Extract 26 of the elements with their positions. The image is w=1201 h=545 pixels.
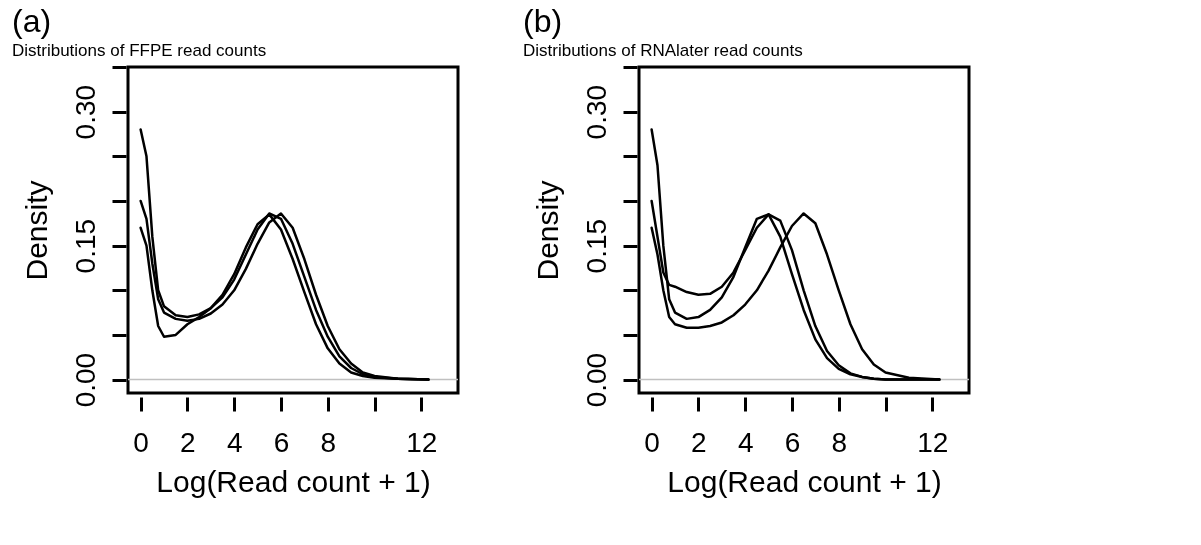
y-axis-title: Density [530,180,564,281]
x-tick-label: 2 [691,426,707,458]
x-tick-label: 4 [737,426,754,458]
y-tick-label: 0.15 [580,218,612,274]
x-axis-title: Log(Read count + 1) [156,464,431,498]
x-tick-label: 8 [320,426,337,458]
chart-subtitle: Distributions of RNAlater read counts [523,40,803,60]
chart-title: (a) [12,2,52,39]
x-tick-label: 8 [831,426,848,458]
y-axis-title: Density [19,180,53,281]
x-tick-label: 4 [226,426,243,458]
x-tick-label: 0 [644,426,660,458]
y-tick-label: 0.00 [580,352,612,408]
x-tick-label: 12 [917,426,949,458]
y-tick-label: 0.30 [69,84,101,140]
x-axis-title: Log(Read count + 1) [667,464,942,498]
x-tick-label: 6 [273,426,290,458]
x-tick-label: 6 [784,426,801,458]
chart-subtitle: Distributions of FFPE read counts [12,40,267,60]
x-tick-label: 2 [180,426,196,458]
x-tick-label: 12 [406,426,438,458]
y-tick-label: 0.00 [69,352,101,408]
x-tick-label: 0 [133,426,149,458]
y-tick-label: 0.15 [69,218,101,274]
chart-title: (b) [523,2,563,39]
y-tick-label: 0.30 [580,84,612,140]
